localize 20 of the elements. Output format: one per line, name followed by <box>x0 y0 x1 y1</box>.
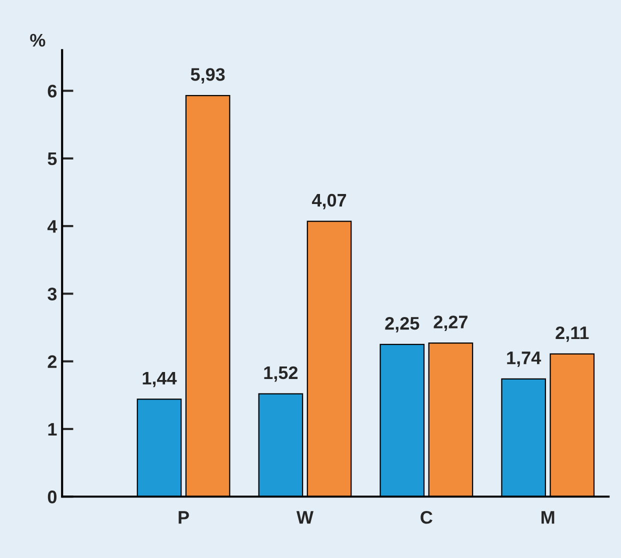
data-label: 5,93 <box>190 68 225 84</box>
y-tick-label: 2 <box>48 355 57 368</box>
y-tick-label: 3 <box>48 288 57 300</box>
x-tick-label: C <box>420 510 432 524</box>
y-tick-label: 1 <box>48 423 57 436</box>
y-tick-label: 5 <box>48 152 57 166</box>
data-label: 1,74 <box>507 352 542 367</box>
data-label: 1,52 <box>264 366 298 382</box>
x-tick-label: W <box>296 511 314 524</box>
data-label: 1,44 <box>142 372 177 388</box>
data-label: 4,07 <box>312 194 346 210</box>
y-tick-label: 0 <box>48 490 56 504</box>
data-label: 2,27 <box>434 316 468 332</box>
data-label: 2,25 <box>385 316 420 332</box>
x-tick-label: M <box>542 511 554 524</box>
y-tick-label: 4 <box>47 220 58 233</box>
y-axis-title: % <box>30 34 46 47</box>
x-tick-label: P <box>178 511 189 524</box>
data-label: 2,11 <box>556 326 589 342</box>
y-tick-label: 6 <box>48 84 57 98</box>
